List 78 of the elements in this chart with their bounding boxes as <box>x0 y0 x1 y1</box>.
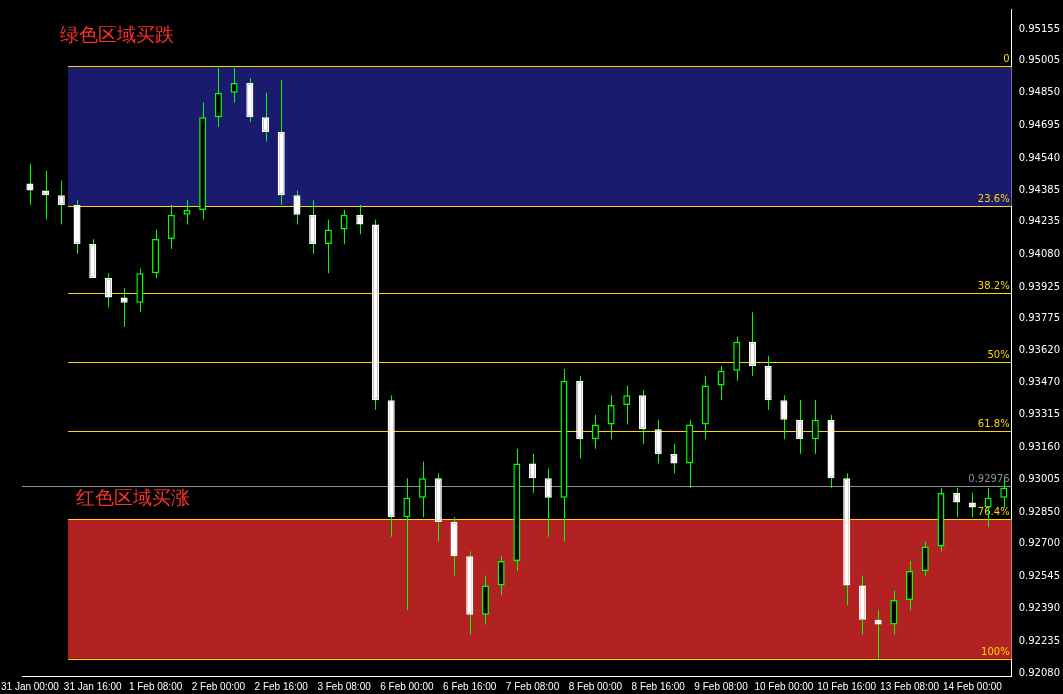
y-tick-label: 0.93160 <box>1018 440 1061 452</box>
x-tick-label: 31 Jan 00:00 <box>1 680 60 692</box>
x-tick-label: 10 Feb 00:00 <box>754 680 814 692</box>
candlestick <box>403 477 411 611</box>
x-tick-label: 9 Feb 08:00 <box>694 680 749 692</box>
candlestick <box>167 204 175 250</box>
y-tick-label: 0.92850 <box>1018 505 1061 517</box>
candlestick <box>214 67 222 128</box>
candlestick <box>262 92 270 143</box>
annotation: 100% <box>981 646 1010 658</box>
candlestick <box>890 589 898 635</box>
annotation: 38.2% <box>977 280 1010 292</box>
y-tick-label: 0.92545 <box>1018 569 1061 581</box>
candlestick <box>293 189 301 225</box>
y-tick-label: 0.93470 <box>1018 375 1061 387</box>
y-tick-label: 0.95005 <box>1018 53 1061 65</box>
candlestick <box>340 209 348 245</box>
x-tick-label: 31 Jan 16:00 <box>63 680 123 692</box>
y-tick-label: 0.93315 <box>1018 408 1061 420</box>
candlestick <box>104 272 112 308</box>
x-tick-label: 1 Feb 08:00 <box>128 680 183 692</box>
candlestick <box>42 170 50 221</box>
candlestick <box>811 399 819 455</box>
y-tick-label: 0.94850 <box>1018 86 1061 98</box>
x-tick-label: 7 Feb 08:00 <box>505 680 560 692</box>
y-tick-label: 0.92080 <box>1018 667 1061 679</box>
candlestick <box>497 555 505 596</box>
x-tick-label: 10 Feb 16:00 <box>817 680 877 692</box>
candlestick <box>544 467 552 538</box>
candlestick <box>607 394 615 440</box>
y-tick-label: 0.94385 <box>1018 184 1061 196</box>
candlestick <box>356 204 364 235</box>
candlestick <box>26 163 34 206</box>
candlestick <box>120 287 128 328</box>
x-tick-label: 13 Feb 08:00 <box>880 680 940 692</box>
annotation: 红色区域买涨 <box>76 485 190 510</box>
candlestick <box>654 419 662 465</box>
y-tick-label: 0.94695 <box>1018 119 1061 130</box>
candlestick <box>780 394 788 440</box>
candlestick <box>921 541 929 577</box>
candlestick <box>419 461 427 518</box>
x-tick-label: 8 Feb 16:00 <box>631 680 686 692</box>
y-tick-label: 0.94080 <box>1018 248 1061 259</box>
y-tick-label: 0.93775 <box>1018 311 1061 323</box>
annotation: 50% <box>987 349 1010 361</box>
candlestick <box>748 311 756 377</box>
candlestick <box>670 443 678 474</box>
candlestick <box>623 385 631 426</box>
candlestick <box>591 414 599 450</box>
candlestick <box>529 453 537 494</box>
x-tick-label: 8 Feb 00:00 <box>568 680 623 692</box>
annotation: 0 <box>1003 53 1010 65</box>
annotation: 61.8% <box>977 418 1010 430</box>
x-tick-label: 14 Feb 00:00 <box>942 680 1003 692</box>
candlestick <box>874 609 882 660</box>
y-tick-label: 0.94540 <box>1018 151 1061 163</box>
annotation: 绿色区域买跌 <box>60 22 174 47</box>
x-tick-label: 2 Feb 00:00 <box>191 680 246 692</box>
candlestick <box>968 492 976 518</box>
annotation: 23.6% <box>977 193 1010 205</box>
y-tick-label: 0.94235 <box>1018 215 1061 227</box>
candlestick <box>324 219 332 274</box>
y-tick-label: 0.92235 <box>1018 634 1061 646</box>
candlestick <box>796 399 804 455</box>
y-tick-label: 0.93925 <box>1018 280 1061 292</box>
x-tick-label: 3 Feb 08:00 <box>317 680 372 692</box>
candlestick <box>183 199 191 225</box>
x-tick-label: 2 Feb 16:00 <box>254 680 309 692</box>
x-tick-label: 6 Feb 16:00 <box>443 680 497 692</box>
y-tick-label: 0.93620 <box>1018 344 1061 356</box>
y-tick-label: 0.95155 <box>1018 22 1061 34</box>
candlestick <box>717 365 725 401</box>
y-tick-label: 0.92390 <box>1018 602 1061 614</box>
ref-line-label: 0.92976 <box>968 473 1010 485</box>
y-tick-label: 0.92700 <box>1018 537 1061 549</box>
y-tick-label: 0.93005 <box>1018 473 1061 485</box>
x-tick-label: 6 Feb 00:00 <box>380 680 435 692</box>
candlestick <box>953 487 961 518</box>
